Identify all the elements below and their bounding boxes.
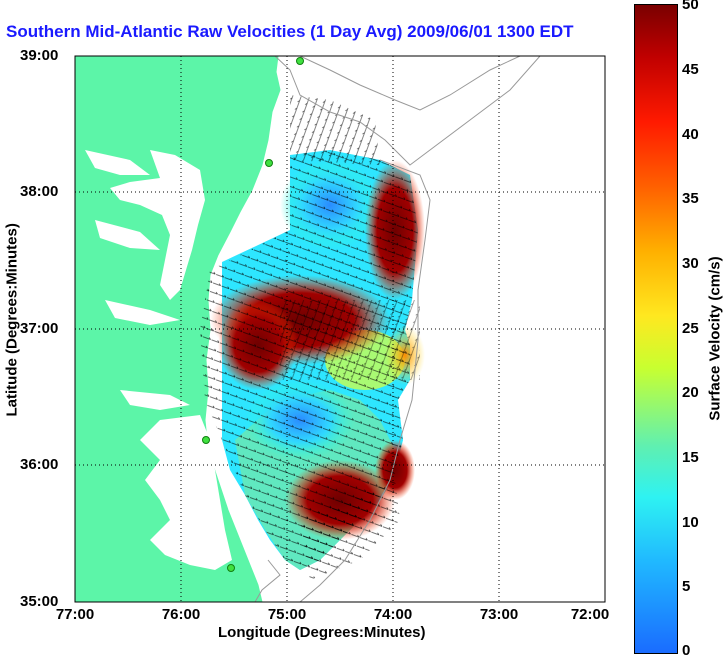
- pamlico-sound: [140, 415, 232, 570]
- lon-tick-label: 77:00: [55, 606, 95, 623]
- colorbar-tick: 25: [682, 320, 699, 337]
- colorbar-tick: 40: [682, 126, 699, 143]
- lat-tick-label: 38:00: [20, 183, 59, 200]
- station-marker: [296, 57, 304, 65]
- colorbar-tick: 35: [682, 190, 699, 207]
- colorbar: [634, 4, 678, 654]
- colorbar-tick: 10: [682, 514, 699, 531]
- station-marker: [227, 564, 235, 572]
- colorbar-tick: 5: [682, 578, 691, 595]
- lat-tick-label: 39:00: [20, 47, 59, 64]
- lat-tick-label: 36:00: [20, 456, 59, 473]
- lat-tick-label: 37:00: [20, 320, 59, 337]
- colorbar-tick: 20: [682, 384, 699, 401]
- colorbar-tick: 0: [682, 642, 691, 659]
- lon-tick-label: 72:00: [570, 606, 610, 623]
- lon-tick-label: 75:00: [267, 606, 307, 623]
- station-marker: [202, 436, 210, 444]
- velocity-field: [200, 95, 425, 580]
- map-title: Southern Mid-Atlantic Raw Velocities (1 …: [6, 22, 574, 41]
- lat-tick-label: 35:00: [20, 593, 59, 610]
- lon-tick-label: 76:00: [161, 606, 201, 623]
- x-axis-label: Longitude (Degrees:Minutes): [218, 624, 426, 641]
- colorbar-tick: 45: [682, 61, 699, 78]
- lon-tick-label: 73:00: [479, 606, 519, 623]
- colorbar-tick: 30: [682, 255, 699, 272]
- colorbar-tick: 15: [682, 449, 699, 466]
- colorbar-tick: 50: [682, 0, 699, 13]
- y-axis-label: Latitude (Degrees:Minutes): [3, 223, 21, 417]
- chesapeake-bay: [110, 150, 205, 300]
- lon-tick-label: 74:00: [373, 606, 413, 623]
- colorbar-label: Surface Velocity (cm/s): [706, 256, 724, 421]
- station-marker: [265, 159, 273, 167]
- graticule: [75, 56, 605, 602]
